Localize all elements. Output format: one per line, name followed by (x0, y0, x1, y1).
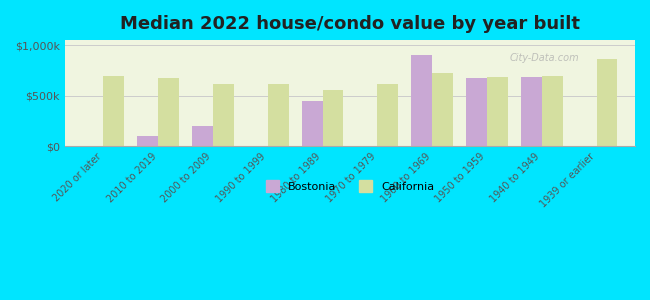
Bar (192, 126, 213, 146)
Bar (213, 84, 234, 146)
Bar (137, 136, 158, 146)
Bar (542, 76, 563, 146)
Bar (322, 90, 343, 146)
Text: City-Data.com: City-Data.com (510, 53, 579, 63)
Bar (521, 76, 542, 146)
Bar (158, 78, 179, 146)
Legend: Bostonia, California: Bostonia, California (261, 176, 439, 196)
Bar (466, 78, 487, 146)
Title: Median 2022 house/condo value by year built: Median 2022 house/condo value by year bu… (120, 15, 580, 33)
Bar (103, 76, 124, 146)
Bar (597, 59, 618, 146)
Bar (268, 84, 289, 146)
Bar (411, 55, 432, 146)
Bar (378, 84, 398, 146)
Bar (302, 101, 322, 146)
Bar (487, 76, 508, 146)
Bar (432, 73, 453, 146)
